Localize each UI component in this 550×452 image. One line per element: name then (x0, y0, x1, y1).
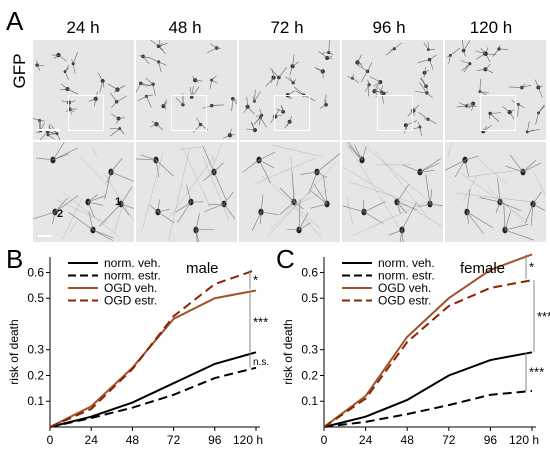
y-tick-label: 0.6 (27, 265, 44, 279)
micrograph-48h-zoom (136, 142, 237, 242)
series-line-ogd-estr- (49, 268, 257, 428)
neurons-zoom-drawing (242, 144, 340, 238)
neurons-zoom-drawing (33, 142, 134, 241)
series-line-norm-estr- (49, 366, 257, 428)
timepoint-label-96h: 96 h (372, 18, 406, 37)
y-tick-label: 0.6 (301, 265, 318, 279)
significance-label: n.s. (253, 357, 269, 368)
legend-label: OGD veh. (104, 281, 157, 295)
x-tick-label: 0 (47, 433, 54, 447)
y-tick-label: 0.5 (27, 291, 44, 305)
x-tick-label: 120 h (509, 433, 539, 447)
micrograph-120h-zoom (445, 142, 546, 242)
x-tick-label: 96 (208, 433, 222, 447)
timepoint-label-72h: 72 h (270, 18, 304, 37)
cell-marker-1: 1 (115, 196, 122, 208)
neurons-drawing (347, 41, 437, 137)
x-tick-label: 72 (167, 433, 181, 447)
micrograph-72h-overview (239, 40, 340, 140)
timepoint-label-24h: 24 h (66, 18, 100, 37)
panel-c-letter: C (276, 244, 295, 274)
legend-label: norm. estr. (378, 269, 435, 283)
chart-title: male (186, 260, 219, 277)
series-line-ogd-estr- (323, 279, 533, 428)
timepoint-label-48h: 48 h (168, 18, 202, 37)
significance-label: * (253, 273, 258, 288)
x-tick-label: 96 (484, 433, 498, 447)
micrograph-48h-overview (136, 40, 237, 140)
x-tick-label: 72 (442, 433, 456, 447)
roi-box (274, 95, 310, 131)
legend-label: OGD veh. (378, 281, 431, 295)
significance-label: * (529, 260, 534, 275)
y-tick-label: 0.2 (301, 368, 318, 382)
neurons-drawing (243, 40, 334, 133)
roi-box (377, 95, 413, 131)
y-axis-label: risk of death (281, 319, 295, 384)
series-line-ogd-veh- (323, 253, 533, 428)
series-line-norm-estr- (323, 389, 533, 428)
micrograph-24h-zoom: 1 2 (33, 142, 134, 242)
cell-marker-2: 2 (57, 208, 64, 220)
scale-bar (38, 129, 60, 131)
legend-label: OGD estr. (378, 294, 431, 308)
timepoint-label-120h: 120 h (469, 18, 513, 37)
micrograph-96h-zoom (342, 142, 443, 242)
series-line-ogd-veh- (49, 289, 257, 428)
legend-label: norm. veh. (378, 256, 435, 270)
scale-bar (38, 235, 52, 237)
micrograph-96h-overview (342, 40, 443, 140)
neurons-zoom-drawing (445, 142, 546, 241)
x-tick-label: 48 (126, 433, 140, 447)
x-tick-label: 0 (321, 433, 328, 447)
significance-label: *** (529, 365, 544, 380)
x-tick-label: 24 (85, 433, 99, 447)
x-tick-label: 24 (359, 433, 373, 447)
legend-label: norm. estr. (104, 269, 161, 283)
roi-box (171, 95, 207, 131)
micrograph-120h-overview (445, 40, 546, 140)
x-tick-label: 120 h (233, 433, 263, 447)
gfp-row-label: GFP (10, 53, 29, 89)
significance-label: *** (253, 314, 268, 329)
y-tick-label: 0.3 (301, 343, 318, 357)
y-tick-label: 0.1 (27, 394, 44, 408)
panel-b-letter: B (6, 244, 24, 274)
neurons-drawing (446, 40, 545, 134)
panel-a-letter: A (6, 6, 24, 36)
y-tick-label: 0.2 (27, 368, 44, 382)
chart-title: female (460, 260, 505, 277)
roi-box (68, 95, 104, 131)
y-tick-label: 0.1 (301, 394, 318, 408)
y-tick-label: 0.3 (27, 343, 44, 357)
micrograph-72h-zoom (239, 142, 340, 242)
series-line-norm-veh- (323, 351, 533, 428)
chart-b-male: 0.1 0.2 0.3 0.5 0.6 0 24 48 72 96 120 h risk of dea… (7, 256, 269, 447)
neurons-zoom-drawing (136, 142, 236, 242)
y-tick-label: 0.5 (301, 291, 318, 305)
legend-label: norm. veh. (104, 256, 161, 270)
series-line-norm-veh- (49, 351, 257, 428)
roi-box (480, 95, 516, 131)
y-axis-label: risk of death (7, 319, 21, 384)
significance-label: *** (537, 309, 550, 324)
micrograph-24h-overview (33, 40, 134, 140)
legend-label: OGD estr. (104, 294, 157, 308)
chart-c-female: 0.1 0.2 0.3 0.5 0.6 0 24 48 72 96 120 h risk of dea… (281, 253, 550, 447)
neurons-zoom-drawing (342, 142, 443, 242)
x-tick-label: 48 (401, 433, 415, 447)
